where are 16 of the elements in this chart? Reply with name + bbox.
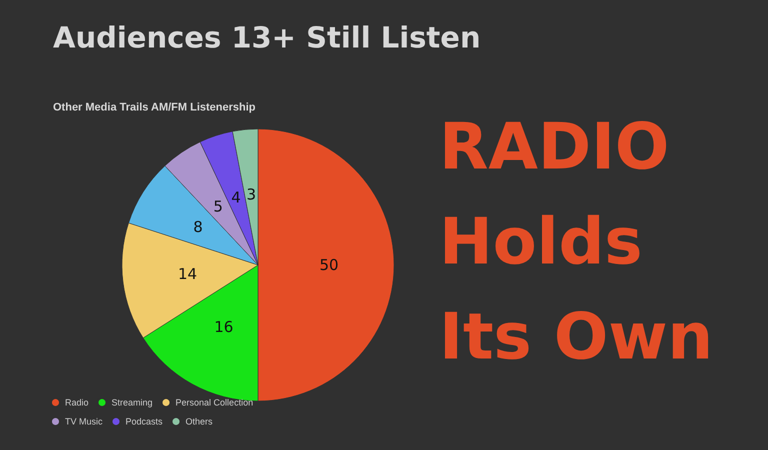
chart-subtitle: Other Media Trails AM/FM Listenership [53,102,256,114]
legend-label: Streaming [112,398,153,408]
text: RADIO Holds Its Own [439,110,713,374]
legend-label: Radio [65,398,89,408]
chart-title: Audiences 13+ Still Listen [53,20,481,54]
legend-label: Others [186,416,214,426]
legend-label: Personal Collection [176,398,254,408]
data-label: 8 [193,218,203,236]
data-label: 4 [231,188,241,206]
data-label: 5 [213,197,223,216]
legend-label: Podcasts [126,416,164,426]
data-label: 50 [319,256,339,274]
data-label: 3 [246,185,256,204]
data-label: 16 [214,318,234,336]
legend-label: TV Music [65,416,104,426]
data-label: 14 [178,264,198,283]
